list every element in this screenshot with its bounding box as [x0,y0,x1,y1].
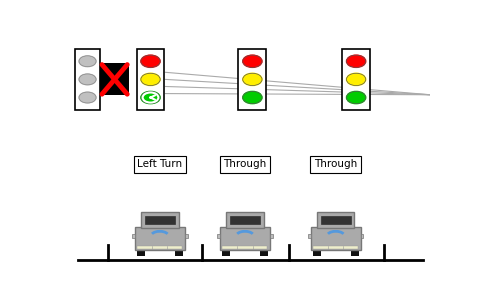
Bar [311,227,361,250]
Text: Through: Through [314,160,358,169]
Bar [175,250,183,255]
Circle shape [347,55,366,68]
Bar [351,250,359,255]
Bar [313,250,321,255]
Bar [217,234,220,238]
Bar [100,64,129,95]
Bar [270,234,273,238]
Circle shape [79,74,96,85]
Circle shape [347,73,366,86]
Bar [230,216,260,224]
Circle shape [243,91,262,104]
Bar [135,227,185,250]
Bar [137,250,145,255]
Circle shape [243,73,262,86]
Bar [132,234,135,238]
Bar [141,212,178,228]
Bar [239,49,266,110]
Bar [342,49,370,110]
Text: Through: Through [223,160,267,169]
Bar [313,246,358,249]
Circle shape [141,73,160,86]
Bar [226,212,264,228]
Bar [222,246,268,249]
Bar [321,216,351,224]
Circle shape [141,91,160,104]
Bar [222,250,230,255]
Bar [185,234,187,238]
Bar [145,216,175,224]
Circle shape [347,91,366,104]
Bar [317,212,355,228]
Bar [137,246,182,249]
Text: Left Turn: Left Turn [137,160,182,169]
Circle shape [141,55,160,68]
Bar [308,234,311,238]
Circle shape [79,56,96,67]
Bar [260,250,268,255]
Circle shape [243,55,262,68]
Bar [137,49,164,110]
Circle shape [79,92,96,103]
Bar [361,234,363,238]
Bar [75,49,100,110]
Bar [220,227,270,250]
